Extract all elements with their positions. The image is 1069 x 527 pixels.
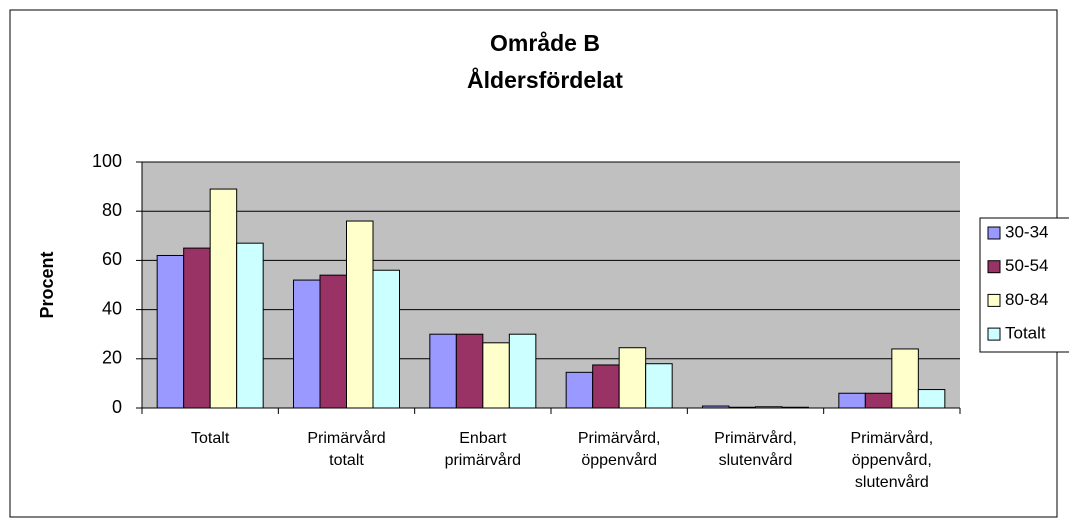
x-tick-label: Primärvård, slutenvård xyxy=(714,430,797,469)
y-tick-label: 80 xyxy=(102,200,122,220)
bar xyxy=(891,348,919,409)
bar xyxy=(346,220,374,409)
bar xyxy=(755,406,783,409)
legend-swatch xyxy=(987,226,1001,240)
y-tick-label: 60 xyxy=(102,249,122,269)
bar xyxy=(592,364,620,409)
legend-label: Totalt xyxy=(1005,324,1046,343)
bar xyxy=(838,392,866,409)
bar xyxy=(645,363,673,409)
legend-swatch xyxy=(987,327,1001,341)
x-tick-label: Enbart primärvård xyxy=(444,430,522,469)
plot-area xyxy=(142,162,960,408)
legend-label: 80-84 xyxy=(1005,290,1048,309)
y-tick-label: 40 xyxy=(102,298,122,318)
bar xyxy=(455,333,484,409)
bar xyxy=(917,389,946,409)
legend-swatch xyxy=(987,260,1001,274)
y-tick-label: 100 xyxy=(92,151,122,171)
legend-label: 30-34 xyxy=(1005,222,1048,241)
bar xyxy=(565,371,594,409)
legend-label: 50-54 xyxy=(1005,256,1048,275)
chart-subtitle: Åldersfördelat xyxy=(467,66,623,93)
x-tick-label: Primärvård totalt xyxy=(307,430,386,469)
y-tick-label: 20 xyxy=(102,348,122,368)
bar xyxy=(209,188,238,409)
bar xyxy=(236,242,264,409)
bar xyxy=(728,406,756,409)
bar xyxy=(183,247,211,409)
bar xyxy=(372,269,400,409)
x-tick-label: Totalt xyxy=(191,430,230,447)
bar xyxy=(702,405,730,409)
bar xyxy=(864,392,893,409)
bar xyxy=(429,333,457,409)
y-tick-label: 0 xyxy=(112,397,122,417)
bar xyxy=(508,333,537,409)
bar xyxy=(319,274,347,409)
bar xyxy=(482,342,510,409)
x-tick-label: Primärvård, öppenvård, slutenvård xyxy=(850,430,934,491)
bar xyxy=(781,406,809,409)
bar xyxy=(156,254,185,409)
legend-swatch xyxy=(987,293,1001,307)
bar xyxy=(618,347,647,409)
y-axis-label: Procent xyxy=(37,251,57,318)
x-tick-label: Primärvård, öppenvård xyxy=(577,430,661,469)
chart-title: Område B xyxy=(490,30,600,56)
bar xyxy=(293,279,321,409)
